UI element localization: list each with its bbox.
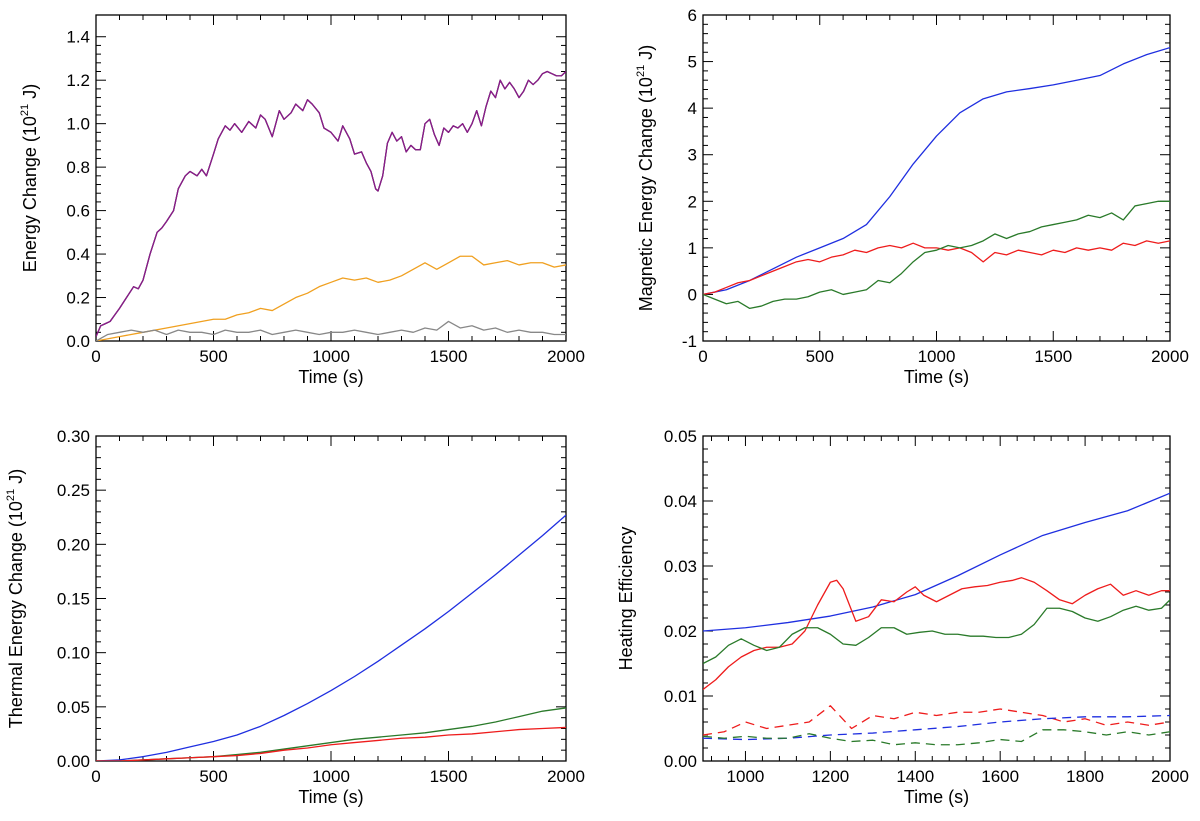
x-tick-label: 1500 [1034,347,1072,366]
x-tick-label: 1500 [430,767,468,786]
series-total [96,70,566,337]
series-group [96,514,566,761]
x-tick-label: 1800 [1066,767,1104,786]
x-axis-title: Time (s) [298,787,363,807]
x-axis-title: Time (s) [904,787,969,807]
x-tick-label: 1000 [727,767,765,786]
y-tick-label: -1 [682,332,697,351]
y-tick-label: 0.20 [57,535,90,554]
plot-frame [702,435,1171,762]
x-tick-label: 500 [806,347,834,366]
series-blue [96,514,566,761]
x-axis-title: Time (s) [298,367,363,387]
y-tick-label: 0 [688,285,697,304]
series-total-overlay [96,70,566,337]
x-tick-label: 1600 [981,767,1019,786]
panel-heating: 1000 1200 1400 1600 1800 2000 0.00 0.01 0.02 0.03… [616,427,1189,807]
series-group [703,492,1170,746]
y-tick-label: 0.00 [664,752,697,771]
series-red [703,240,1170,296]
y-tick-label: 0.03 [664,557,697,576]
y-tick-label: 0.25 [57,481,90,500]
series-red [96,726,566,761]
x-tick-label: 500 [199,347,227,366]
series-green-dashed [703,729,1170,746]
series-green [703,599,1170,665]
x-tick-label: 1400 [896,767,934,786]
y-tick-label: 1.2 [66,71,90,90]
series-red-dashed [703,705,1170,736]
x-tick-label: 1000 [312,767,350,786]
y-axis-title: Heating Efficiency [616,527,636,671]
x-tick-label: 1000 [918,347,956,366]
x-tick-label: 0 [698,347,707,366]
y-tick-label: 0.6 [66,202,90,221]
x-tick-label: 2000 [547,767,585,786]
y-tick-label: 0.4 [66,245,90,264]
series-group [96,70,566,341]
y-tick-label: 5 [688,53,697,72]
series-gray [96,320,566,341]
y-tick-label: 6 [688,6,697,25]
y-axis-title: Energy Change (1021 J) [19,84,40,272]
series-blue [703,492,1170,632]
y-tick-label: 4 [688,99,697,118]
series-orange [96,255,566,341]
y-tick-label: 0.8 [66,158,90,177]
x-tick-label: 1000 [312,347,350,366]
y-tick-label: 0.05 [664,427,697,446]
series-blue-dashed [703,714,1170,741]
x-tick-label: 500 [199,767,227,786]
y-tick-label: 0.01 [664,687,697,706]
x-tick-label: 0 [91,347,100,366]
y-axis-title: Thermal Energy Change (1021 J) [5,469,26,728]
series-group [703,46,1170,310]
y-tick-label: 1 [688,239,697,258]
y-tick-label: 0.10 [57,644,90,663]
y-tick-label: 0.00 [57,752,90,771]
y-tick-label: 3 [688,146,697,165]
x-tick-label: 2000 [1151,347,1189,366]
plot-frame [95,14,567,342]
x-tick-label: 1200 [811,767,849,786]
panel-thermal: 0 500 1000 1500 2000 0.00 0.05 0.10 0.15 0.20 0.25… [5,427,585,807]
series-green [703,200,1170,310]
y-tick-label: 0.02 [664,622,697,641]
y-axis-title: Magnetic Energy Change (1021 J) [635,45,656,311]
panel-energy: 0 500 1000 1500 2000 0.0 0.2 0.4 0.6 0.8 1.0 1.2 1.4… [19,14,585,387]
y-tick-label: 0.0 [66,332,90,351]
y-tick-label: 0.30 [57,427,90,446]
y-tick-label: 0.15 [57,590,90,609]
y-tick-label: 0.05 [57,698,90,717]
x-tick-label: 1500 [430,347,468,366]
x-tick-label: 0 [91,767,100,786]
x-tick-label: 2000 [547,347,585,366]
series-blue [703,46,1170,296]
series-red [703,577,1170,691]
y-tick-label: 0.04 [664,492,697,511]
y-tick-label: 0.2 [66,289,90,308]
y-tick-label: 1.4 [66,28,90,47]
y-tick-label: 1.0 [66,115,90,134]
x-tick-label: 2000 [1151,767,1189,786]
y-tick-label: 2 [688,192,697,211]
x-axis-title: Time (s) [904,367,969,387]
plot-frame [95,435,567,762]
plot-frame [702,14,1171,342]
